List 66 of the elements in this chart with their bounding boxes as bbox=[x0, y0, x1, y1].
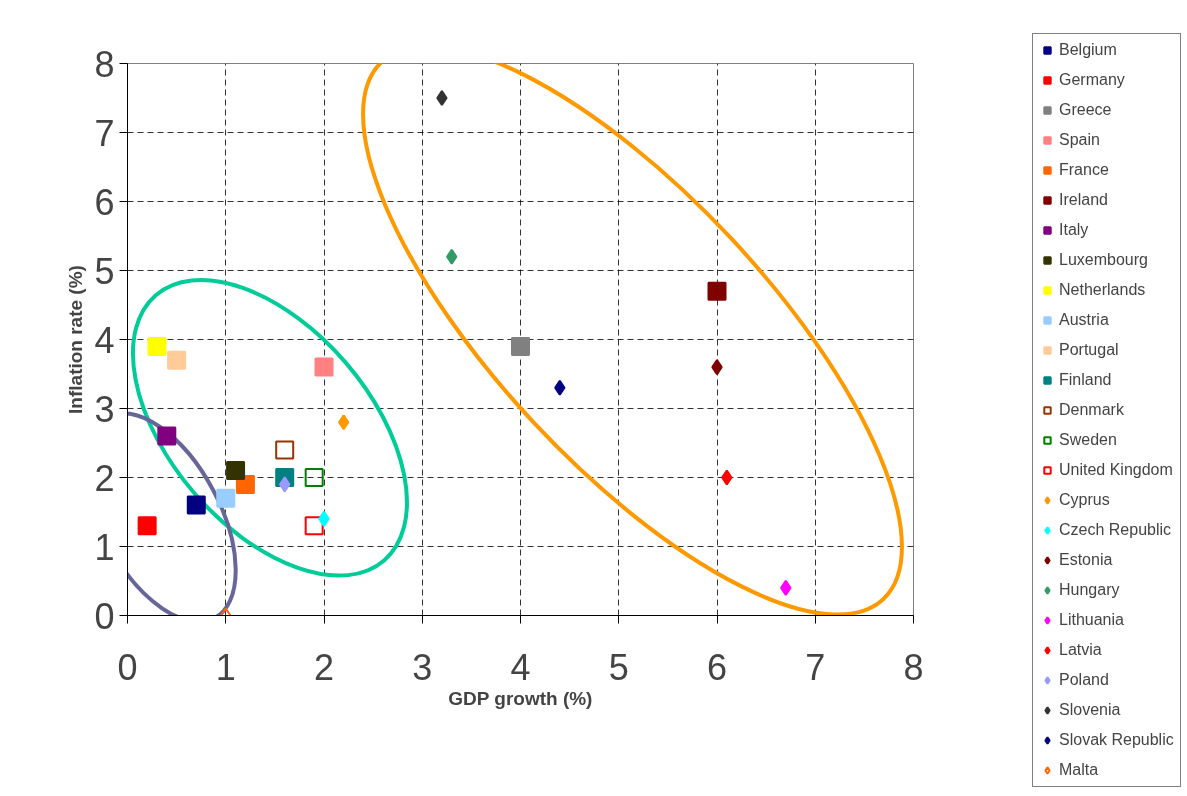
legend-label: Slovak Republic bbox=[1059, 730, 1174, 750]
legend-label: Lithuania bbox=[1059, 610, 1124, 630]
x-tick-label: 5 bbox=[608, 646, 629, 688]
legend-label: Netherlands bbox=[1059, 280, 1146, 300]
legend-label: Austria bbox=[1059, 310, 1109, 330]
y-tick-label: 3 bbox=[94, 388, 115, 430]
legend-label: Latvia bbox=[1059, 640, 1102, 660]
y-tick-label: 7 bbox=[94, 112, 115, 154]
legend-label: Spain bbox=[1059, 130, 1100, 150]
x-tick-label: 2 bbox=[313, 646, 335, 688]
legend-label: Poland bbox=[1059, 670, 1109, 690]
x-tick-label: 1 bbox=[215, 646, 236, 688]
point bbox=[711, 359, 723, 376]
point bbox=[554, 379, 566, 396]
point bbox=[157, 426, 177, 446]
legend-label: Portugal bbox=[1059, 340, 1119, 360]
point bbox=[304, 516, 324, 536]
legend-label: Sweden bbox=[1059, 430, 1117, 450]
y-axis-title: Inflation rate (%) bbox=[65, 265, 87, 414]
point bbox=[304, 468, 324, 487]
x-tick-label: 3 bbox=[412, 646, 433, 688]
point bbox=[137, 516, 157, 536]
legend-label: Belgium bbox=[1059, 40, 1117, 60]
legend-label: Czech Republic bbox=[1059, 520, 1172, 540]
x-tick-label: 7 bbox=[805, 646, 826, 688]
point bbox=[216, 488, 236, 508]
legend-label: Slovenia bbox=[1059, 700, 1121, 720]
point bbox=[707, 281, 727, 301]
x-tick-label: 6 bbox=[706, 646, 728, 688]
y-tick-label: 2 bbox=[94, 457, 115, 499]
y-tick-label: 5 bbox=[94, 250, 115, 292]
legend-label: Germany bbox=[1059, 70, 1125, 90]
legend-label: Ireland bbox=[1059, 190, 1108, 210]
point bbox=[318, 510, 330, 527]
legend-label: Italy bbox=[1059, 220, 1089, 240]
legend-label: Malta bbox=[1059, 760, 1099, 780]
legend-label: France bbox=[1059, 160, 1109, 180]
point bbox=[275, 440, 295, 460]
point bbox=[721, 469, 733, 486]
x-tick-label: 8 bbox=[903, 646, 924, 688]
legend-label: Finland bbox=[1059, 370, 1112, 390]
point bbox=[279, 476, 291, 493]
point bbox=[314, 357, 334, 377]
x-axis-title: GDP growth (%) bbox=[448, 687, 593, 709]
point bbox=[511, 336, 530, 356]
legend-label: Denmark bbox=[1059, 400, 1124, 420]
legend-label: Estonia bbox=[1059, 550, 1113, 570]
point bbox=[167, 350, 187, 370]
y-tick-label: 4 bbox=[94, 319, 115, 361]
y-tick-label: 8 bbox=[94, 43, 115, 85]
legend-label: Luxembourg bbox=[1059, 250, 1148, 270]
point bbox=[337, 414, 350, 431]
x-tick-label: 4 bbox=[510, 646, 531, 688]
y-tick-label: 6 bbox=[94, 181, 115, 223]
legend-label: United Kingdom bbox=[1059, 460, 1173, 480]
legend-label: Hungary bbox=[1059, 580, 1120, 600]
point bbox=[186, 495, 206, 515]
point bbox=[436, 90, 448, 106]
legend-label: Greece bbox=[1059, 100, 1112, 120]
legend-label: Cyprus bbox=[1059, 490, 1110, 510]
point bbox=[780, 579, 792, 596]
y-tick-label: 1 bbox=[94, 526, 115, 568]
point bbox=[226, 461, 246, 481]
point bbox=[446, 248, 458, 265]
point bbox=[147, 336, 167, 356]
y-tick-label: 0 bbox=[94, 595, 115, 637]
